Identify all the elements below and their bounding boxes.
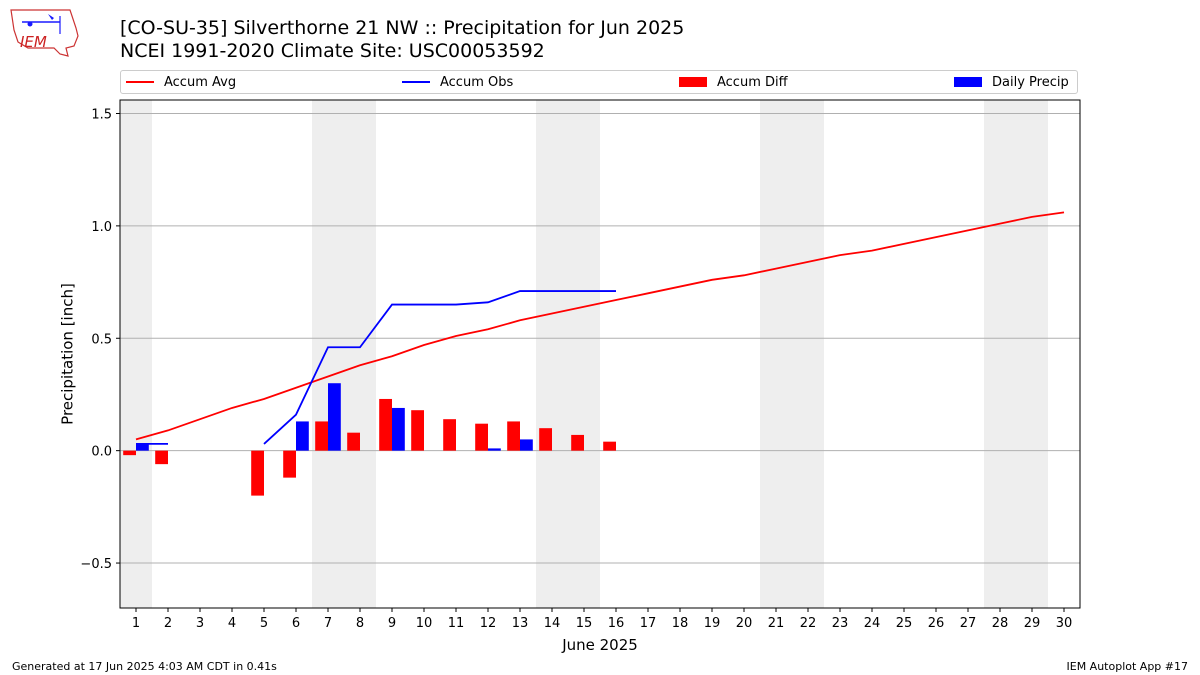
accum-obs-line bbox=[263, 290, 616, 445]
legend-label-accum-obs: Accum Obs bbox=[440, 74, 514, 90]
x-tick-label: 12 bbox=[480, 616, 497, 631]
x-tick-label: 9 bbox=[388, 616, 396, 631]
plot-frame bbox=[119, 99, 1081, 609]
legend-item-daily-precip: Daily Precip bbox=[954, 71, 1069, 93]
weekend-band bbox=[1016, 100, 1048, 608]
chart-subtitle: NCEI 1991-2020 Climate Site: USC00053592 bbox=[120, 40, 545, 62]
y-axis: −0.5 0.0 0.5 1.0 1.5 bbox=[80, 107, 120, 572]
x-tick-label: 7 bbox=[324, 616, 332, 631]
x-tick-label: 4 bbox=[228, 616, 236, 631]
weekend-shading bbox=[120, 100, 1048, 608]
x-tick-label: 29 bbox=[1024, 616, 1041, 631]
x-tick-label: 20 bbox=[736, 616, 753, 631]
weekend-band bbox=[792, 100, 824, 608]
y-axis-label: Precipitation [inch] bbox=[58, 283, 76, 425]
x-axis: 1 2 3 4 5 6 7 8 9 10 11 12 13 14 15 16 17 18 19 20 21 22 23 24 2… bbox=[132, 608, 1072, 631]
x-tick-label: 10 bbox=[416, 616, 433, 631]
x-tick-label: 19 bbox=[704, 616, 721, 631]
weekend-band bbox=[568, 100, 600, 608]
legend-item-accum-diff: Accum Diff bbox=[679, 71, 788, 93]
x-tick-label: 14 bbox=[544, 616, 561, 631]
iem-logo: IEM bbox=[8, 6, 80, 60]
y-tick-label: 1.0 bbox=[91, 220, 112, 235]
app-note: IEM Autoplot App #17 bbox=[1066, 660, 1189, 673]
x-tick-label: 5 bbox=[260, 616, 268, 631]
accum-diff-bar bbox=[347, 432, 360, 451]
accum-diff-bar bbox=[315, 421, 328, 451]
y-tick-label: 1.5 bbox=[91, 107, 112, 122]
x-axis-label: June 2025 bbox=[561, 636, 638, 654]
y-tick-label: 0.5 bbox=[91, 332, 112, 347]
legend-swatch-accum-diff bbox=[679, 77, 707, 87]
accum-avg-line bbox=[135, 211, 1065, 441]
daily-precip-bar bbox=[296, 421, 309, 451]
daily-precip-bar bbox=[328, 383, 341, 451]
weekend-band bbox=[312, 100, 344, 608]
daily-precip-bar bbox=[392, 407, 405, 451]
legend-swatch-accum-obs bbox=[402, 81, 430, 83]
x-tick-label: 3 bbox=[196, 616, 204, 631]
x-tick-label: 15 bbox=[576, 616, 593, 631]
daily-precip-bar bbox=[520, 439, 533, 451]
x-tick-label: 26 bbox=[928, 616, 945, 631]
legend-label-accum-avg: Accum Avg bbox=[164, 74, 237, 90]
x-tick-label: 24 bbox=[864, 616, 881, 631]
x-tick-label: 2 bbox=[164, 616, 172, 631]
legend-label-daily-precip: Daily Precip bbox=[992, 74, 1069, 90]
x-tick-label: 21 bbox=[768, 616, 785, 631]
accum-diff-bar bbox=[443, 419, 456, 451]
legend: Accum Avg Accum Obs Accum Diff Daily Pre… bbox=[120, 70, 1078, 94]
weekend-band bbox=[760, 100, 792, 608]
x-tick-label: 30 bbox=[1056, 616, 1073, 631]
weekend-band bbox=[984, 100, 1016, 608]
accum-diff-bar bbox=[507, 421, 520, 451]
weekend-band bbox=[536, 100, 568, 608]
accum-diff-bar bbox=[251, 450, 264, 496]
x-tick-label: 23 bbox=[832, 616, 849, 631]
y-tick-label: −0.5 bbox=[80, 557, 112, 572]
generated-note: Generated at 17 Jun 2025 4:03 AM CDT in … bbox=[12, 660, 277, 673]
x-tick-label: 6 bbox=[292, 616, 300, 631]
accum-diff-bar bbox=[475, 423, 488, 451]
lines bbox=[135, 211, 1065, 445]
logo-text: IEM bbox=[20, 33, 47, 51]
x-tick-label: 16 bbox=[608, 616, 625, 631]
weekend-band bbox=[344, 100, 376, 608]
y-tick-label: 0.0 bbox=[91, 445, 112, 460]
accum-diff-bar bbox=[571, 434, 584, 451]
x-tick-label: 8 bbox=[356, 616, 364, 631]
daily-precip-bar bbox=[136, 443, 149, 451]
accum-diff-bar bbox=[155, 450, 168, 465]
accum-diff-bar bbox=[539, 428, 552, 451]
legend-swatch-daily-precip bbox=[954, 77, 982, 87]
legend-item-accum-obs: Accum Obs bbox=[402, 71, 513, 93]
weekend-band bbox=[120, 100, 152, 608]
chart-title: [CO-SU-35] Silverthorne 21 NW :: Precipi… bbox=[120, 17, 685, 39]
legend-swatch-accum-avg bbox=[126, 81, 154, 83]
x-tick-label: 1 bbox=[132, 616, 140, 631]
x-tick-label: 22 bbox=[800, 616, 817, 631]
x-tick-label: 18 bbox=[672, 616, 689, 631]
x-tick-label: 13 bbox=[512, 616, 529, 631]
gridlines bbox=[120, 112, 1080, 564]
accum-diff-bar bbox=[123, 450, 136, 456]
legend-label-accum-diff: Accum Diff bbox=[717, 74, 788, 90]
legend-item-accum-avg: Accum Avg bbox=[126, 71, 236, 93]
x-tick-label: 27 bbox=[960, 616, 977, 631]
accum-diff-bar bbox=[603, 441, 616, 451]
x-tick-label: 11 bbox=[448, 616, 465, 631]
accum-diff-bar bbox=[283, 450, 296, 478]
x-tick-label: 25 bbox=[896, 616, 913, 631]
x-tick-label: 17 bbox=[640, 616, 657, 631]
accum-diff-bar bbox=[411, 410, 424, 451]
daily-precip-bar bbox=[488, 448, 501, 451]
bars bbox=[123, 383, 616, 496]
accum-diff-bar bbox=[379, 398, 392, 451]
x-tick-label: 28 bbox=[992, 616, 1009, 631]
